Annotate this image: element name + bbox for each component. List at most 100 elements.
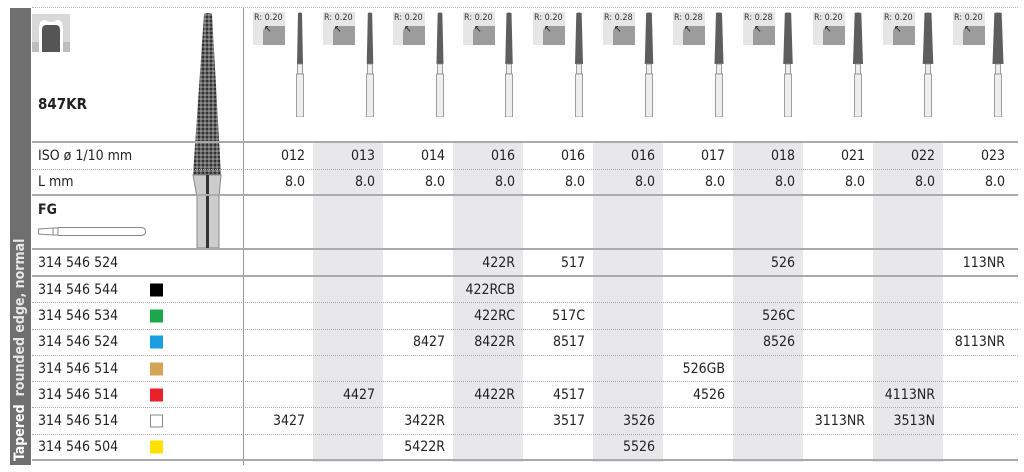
table-cell: 8.0 [564, 174, 585, 190]
arrow-icon: ↖ [894, 24, 902, 35]
table-cell: 013 [350, 148, 375, 164]
table-row: 314 546 514 4427 4422R 4517 4526 4113NR [32, 382, 1018, 409]
table-cell: 8.0 [354, 174, 375, 190]
bur-silhouette-icon [572, 12, 586, 118]
bur-silhouette-icon [781, 12, 795, 118]
grit-color-swatch [150, 283, 163, 297]
radius-icon: ↖ R: 0.20 [953, 12, 985, 45]
table-row: 314 546 544 422RCB [32, 277, 1018, 304]
table-cell: 422RCB [465, 281, 515, 298]
table-cell: 4422R [474, 386, 515, 403]
table-row: 314 546 514 526GB [32, 356, 1018, 383]
radius-label: R: 0.28 [604, 13, 633, 23]
table-cell: 422RC [474, 307, 515, 324]
bur-silhouette-icon [921, 12, 935, 118]
grit-color-swatch [150, 362, 163, 376]
arrow-icon: ↖ [754, 24, 762, 35]
radius-icon: ↖ R: 0.20 [393, 12, 425, 45]
radius-icon: ↖ R: 0.20 [813, 12, 845, 45]
arrow-icon: ↖ [474, 24, 482, 35]
bur-silhouette-icon [363, 12, 377, 118]
category-label: Tapered rounded edge, normal [10, 8, 31, 465]
radius-icon: ↖ R: 0.20 [533, 12, 565, 45]
grit-color-swatch [150, 388, 163, 402]
radius-label: R: 0.20 [534, 13, 563, 23]
table-cell: 3513N [893, 413, 935, 430]
category-bold: Tapered [12, 404, 28, 461]
radius-icon: ↖ R: 0.20 [883, 12, 915, 45]
table-row: 314 546 534 422RC 517C 526C [32, 303, 1018, 330]
bur-silhouette-icon [712, 12, 726, 118]
shank-row [32, 196, 1018, 250]
table-row: L mm 8.0 8.0 8.0 8.0 8.0 8.0 8.0 8.0 8.0 8.0 8.0 [32, 170, 1018, 196]
tooth-crown-icon [32, 14, 70, 52]
table-cell: 3526 [622, 413, 655, 430]
row-label: 314 546 544 [38, 281, 119, 298]
row-label: 314 546 524 [38, 254, 119, 271]
table-cell: 8.0 [424, 174, 445, 190]
table-cell: 3517 [552, 413, 585, 430]
bur-silhouette-icon [433, 12, 447, 118]
arrow-icon: ↖ [684, 24, 692, 35]
radius-icon: ↖ R: 0.28 [673, 12, 705, 45]
diamond-bur-image [192, 13, 222, 248]
radius-label: R: 0.20 [814, 13, 843, 23]
table-cell: 012 [280, 148, 305, 164]
arrow-icon: ↖ [964, 24, 972, 35]
table-cell: 8.0 [494, 174, 515, 190]
table-cell: 8517 [552, 334, 585, 351]
radius-icon: ↖ R: 0.20 [323, 12, 355, 45]
bur-silhouette-icon [642, 12, 656, 118]
radius-label: R: 0.20 [394, 13, 423, 23]
table-cell: 8.0 [704, 174, 725, 190]
table-row: 314 546 524 8427 8422R 8517 8526 8113NR [32, 330, 1018, 356]
bur-silhouette-icon [851, 12, 865, 118]
table-cell: 3427 [272, 413, 305, 430]
row-label: 314 546 504 [38, 438, 119, 455]
table-cell: 017 [700, 148, 725, 164]
bur-silhouette-icon [991, 12, 1005, 118]
bur-header: ↖ R: 0.28 [593, 12, 663, 122]
table-cell: 8.0 [914, 174, 935, 190]
table-cell: 016 [560, 148, 585, 164]
table-cell: 021 [840, 148, 865, 164]
table-cell: 4427 [342, 386, 375, 403]
row-label: 314 546 514 [38, 386, 119, 403]
arrow-icon: ↖ [334, 24, 342, 35]
table-cell: 018 [770, 148, 795, 164]
table-cell: 526GB [682, 360, 725, 377]
table-cell: 113NR [962, 254, 1005, 271]
table-cell: 8526 [762, 334, 795, 351]
table-cell: 526 [770, 254, 795, 271]
table-cell: 526C [762, 307, 795, 324]
table-cell: 8.0 [284, 174, 305, 190]
table-cell: 4526 [692, 386, 725, 403]
table-cell: 3113NR [814, 413, 865, 430]
radius-label: R: 0.20 [464, 13, 493, 23]
table-cell: 4113NR [884, 386, 935, 403]
grit-color-swatch [150, 414, 163, 428]
arrow-icon: ↖ [824, 24, 832, 35]
row-label: 314 546 514 [38, 413, 119, 430]
radius-label: R: 0.20 [954, 13, 983, 23]
radius-label: R: 0.20 [324, 13, 353, 23]
bur-header: ↖ R: 0.20 [943, 12, 1013, 122]
table-row: 314 546 524 422R 517 526 113NR [32, 250, 1018, 277]
radius-label: R: 0.20 [884, 13, 913, 23]
radius-icon: ↖ R: 0.28 [603, 12, 635, 45]
table-row: 314 546 514 3427 3422R 3517 3526 3113NR 3513N [32, 409, 1018, 435]
radius-icon: ↖ R: 0.28 [743, 12, 775, 45]
grit-color-swatch [150, 309, 163, 323]
table-cell: 517C [552, 307, 585, 324]
radius-label: R: 0.28 [744, 13, 773, 23]
bur-header: ↖ R: 0.20 [523, 12, 593, 122]
arrow-icon: ↖ [614, 24, 622, 35]
table-cell: 5422R [404, 438, 445, 455]
bur-silhouette-icon [293, 12, 307, 118]
bur-silhouette-icon [502, 12, 516, 118]
table-cell: 8.0 [984, 174, 1005, 190]
table-row: ISO ø 1/10 mm 012 013 014 016 016 016 017 018 021… [32, 143, 1018, 170]
grit-color-swatch [150, 335, 163, 349]
bur-header: ↖ R: 0.28 [663, 12, 733, 122]
table-cell: 8.0 [844, 174, 865, 190]
